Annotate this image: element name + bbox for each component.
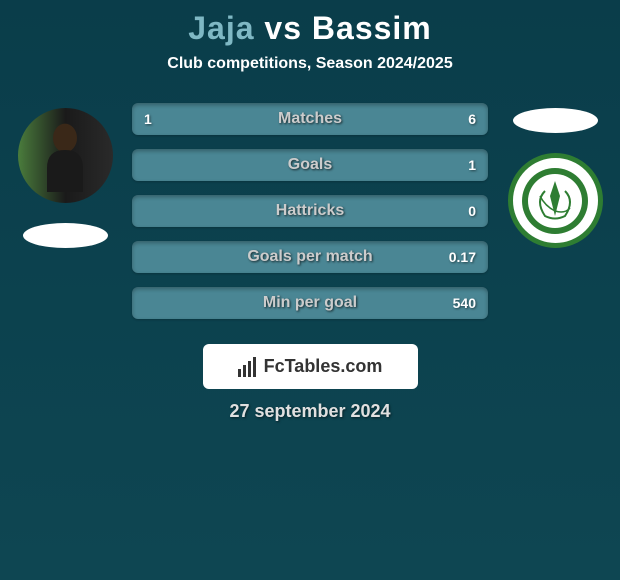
player2-flag: [513, 108, 598, 133]
stat-label: Goals: [288, 156, 332, 174]
main-container: Jaja vs Bassim Club competitions, Season…: [0, 0, 620, 432]
stats-column: 1 Matches 6 Goals 1 Hattricks 0 Goals pe…: [120, 103, 500, 319]
bar-chart-icon: [238, 357, 258, 377]
stat-bar-goals-per-match: Goals per match 0.17: [132, 241, 488, 273]
stat-label: Goals per match: [247, 248, 372, 266]
player2-name: Bassim: [312, 10, 432, 46]
stat-bar-min-per-goal: Min per goal 540: [132, 287, 488, 319]
stat-label: Hattricks: [276, 202, 344, 220]
stat-bar-goals: Goals 1: [132, 149, 488, 181]
footer-brand-text: FcTables.com: [264, 356, 383, 377]
stat-right-value: 0: [468, 203, 476, 219]
stat-left-value: 1: [144, 111, 152, 127]
vs-text: vs: [264, 10, 302, 46]
stat-right-value: 0.17: [449, 249, 476, 265]
player1-name: Jaja: [188, 10, 254, 46]
player-silhouette-icon: [35, 120, 95, 192]
left-avatar-column: [10, 103, 120, 248]
subtitle: Club competitions, Season 2024/2025: [0, 55, 620, 73]
stat-bar-hattricks: Hattricks 0: [132, 195, 488, 227]
stat-label: Matches: [278, 110, 342, 128]
stat-bar-matches: 1 Matches 6: [132, 103, 488, 135]
club-logo-icon: [520, 166, 590, 236]
date-text: 27 september 2024: [0, 401, 620, 422]
player1-flag: [23, 223, 108, 248]
stat-label: Min per goal: [263, 294, 357, 312]
right-avatar-column: [500, 103, 610, 248]
footer-brand-logo[interactable]: FcTables.com: [203, 344, 418, 389]
comparison-row: 1 Matches 6 Goals 1 Hattricks 0 Goals pe…: [0, 103, 620, 319]
page-title: Jaja vs Bassim: [0, 10, 620, 47]
stat-right-value: 540: [453, 295, 476, 311]
player2-club-badge: [508, 153, 603, 248]
stat-right-value: 1: [468, 157, 476, 173]
stat-right-value: 6: [468, 111, 476, 127]
player1-avatar: [18, 108, 113, 203]
